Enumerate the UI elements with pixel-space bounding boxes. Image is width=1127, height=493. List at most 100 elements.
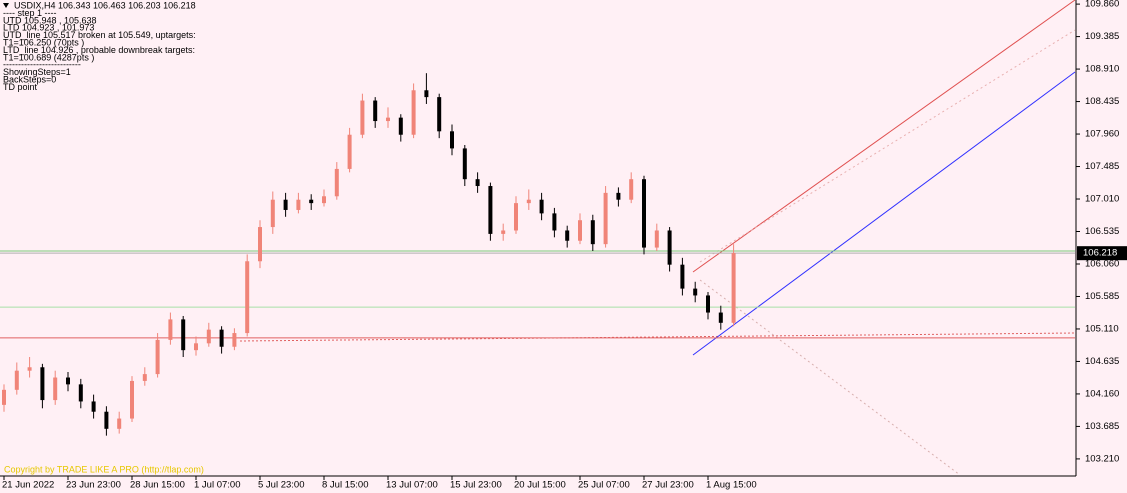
x-tick-label: 13 Jul 07:00 <box>386 480 438 491</box>
candle-body <box>360 100 365 135</box>
info-line: BackSteps=0 <box>3 74 56 84</box>
candle-body <box>693 288 698 296</box>
candle-body <box>53 377 58 401</box>
candle-body <box>27 367 32 371</box>
candle-body <box>322 196 326 204</box>
info-panel: ---- step 1 ----UTD 105.948 , 105.638 LTD… <box>3 8 196 92</box>
candle-body <box>258 227 262 262</box>
candle-body <box>270 199 275 228</box>
candle-body <box>565 230 570 241</box>
info-line: T1=106.250 (70pts ) <box>3 37 84 47</box>
x-tick-label: 25 Jul 07:00 <box>578 480 630 491</box>
candle-body <box>411 90 416 135</box>
info-line: UTD 105.948 , 105.638 <box>3 15 97 25</box>
info-line: ShowingSteps=1 <box>3 67 71 77</box>
info-line: T1=100.689 (4287pts ) <box>3 52 94 62</box>
y-tick-label: 106.060 <box>1085 259 1119 270</box>
candle-body <box>78 384 83 402</box>
candle-body <box>424 90 429 98</box>
candle-body <box>616 192 621 200</box>
trend-line <box>239 332 1076 342</box>
candle-body <box>731 253 736 323</box>
candle-body <box>2 389 6 405</box>
candle-body <box>514 203 518 231</box>
candle-body <box>629 179 634 200</box>
x-tick-label: 28 Jun 15:00 <box>130 480 185 491</box>
candle-body <box>578 220 582 241</box>
candle-body <box>181 319 186 351</box>
candle-body <box>245 261 250 334</box>
candle-body <box>462 148 467 180</box>
candle-body <box>642 179 646 248</box>
y-tick-label: 109.860 <box>1085 0 1119 10</box>
y-tick-label: 104.160 <box>1085 388 1119 399</box>
candle-body <box>475 179 480 187</box>
candle-body <box>552 213 557 231</box>
x-tick-label: 23 Jun 23:00 <box>66 480 121 491</box>
info-line: -------------------------- <box>3 60 81 70</box>
y-tick-label: 108.910 <box>1085 64 1119 75</box>
candle-body <box>334 168 339 197</box>
candle-body <box>40 367 45 401</box>
info-line: ---- step 1 ---- <box>3 8 57 18</box>
candle-body <box>488 186 493 234</box>
x-tick-label: 21 Jun 2022 <box>2 480 54 491</box>
y-tick-label: 107.010 <box>1085 194 1119 205</box>
candle-body <box>386 117 390 122</box>
x-tick-label: 1 Aug 15:00 <box>706 480 757 491</box>
candle-body <box>91 401 96 412</box>
candle-body <box>539 199 544 214</box>
x-tick-label: 8 Jul 15:00 <box>322 480 368 491</box>
candle-body <box>14 370 19 390</box>
y-tick-label: 106.535 <box>1085 226 1119 237</box>
y-tick-label: 104.635 <box>1085 356 1119 367</box>
candle-body <box>168 319 173 340</box>
candle-body <box>437 97 442 132</box>
candle-body <box>501 230 506 234</box>
candle-body <box>104 411 109 429</box>
candle-body <box>194 343 198 351</box>
bid-label: 106.218 <box>1083 248 1117 259</box>
trend-line <box>692 71 1076 356</box>
candle-body <box>526 199 531 204</box>
y-tick-label: 107.485 <box>1085 161 1119 172</box>
info-line: LTD_line 104.926 , probable downbreak ta… <box>3 45 195 55</box>
y-tick-label: 108.435 <box>1085 96 1119 107</box>
candle-body <box>117 418 122 429</box>
y-tick-label: 107.960 <box>1085 129 1119 140</box>
y-tick-label: 109.385 <box>1085 31 1119 42</box>
candle-body <box>398 117 403 135</box>
candle-body <box>450 131 454 149</box>
trend-line <box>699 29 1076 263</box>
y-tick-label: 105.585 <box>1085 291 1119 302</box>
trend-line <box>699 279 961 476</box>
candle-body <box>347 134 352 169</box>
x-tick-label: 1 Jul 07:00 <box>194 480 240 491</box>
candle-body <box>142 374 147 381</box>
info-line: UTD_line 105.517 broken at 105.549, upta… <box>3 30 196 40</box>
x-tick-label: 15 Jul 23:00 <box>450 480 502 491</box>
info-line: TD point <box>3 82 38 92</box>
candle-body <box>706 295 710 313</box>
y-tick-label: 103.210 <box>1085 453 1119 464</box>
candle-body <box>155 339 160 375</box>
candle-body <box>654 230 659 248</box>
candle-body <box>206 329 211 344</box>
x-tick-label: 27 Jul 23:00 <box>642 480 694 491</box>
y-tick-label: 105.110 <box>1085 323 1119 334</box>
candle-body <box>283 199 288 210</box>
candle-body <box>667 230 672 265</box>
symbol-line: USDIX,H4 106.343 106.463 106.203 106.218 <box>14 0 196 10</box>
copyright: Copyright by TRADE LIKE A PRO (http://tl… <box>4 464 204 474</box>
candle-body <box>603 192 608 245</box>
x-tick-label: 20 Jul 15:00 <box>514 480 566 491</box>
candle-body <box>232 333 237 347</box>
plot <box>0 73 1075 436</box>
bid-box <box>1077 246 1127 261</box>
candle-body <box>309 199 314 204</box>
candle-body <box>590 220 595 245</box>
candle-body <box>296 199 301 210</box>
